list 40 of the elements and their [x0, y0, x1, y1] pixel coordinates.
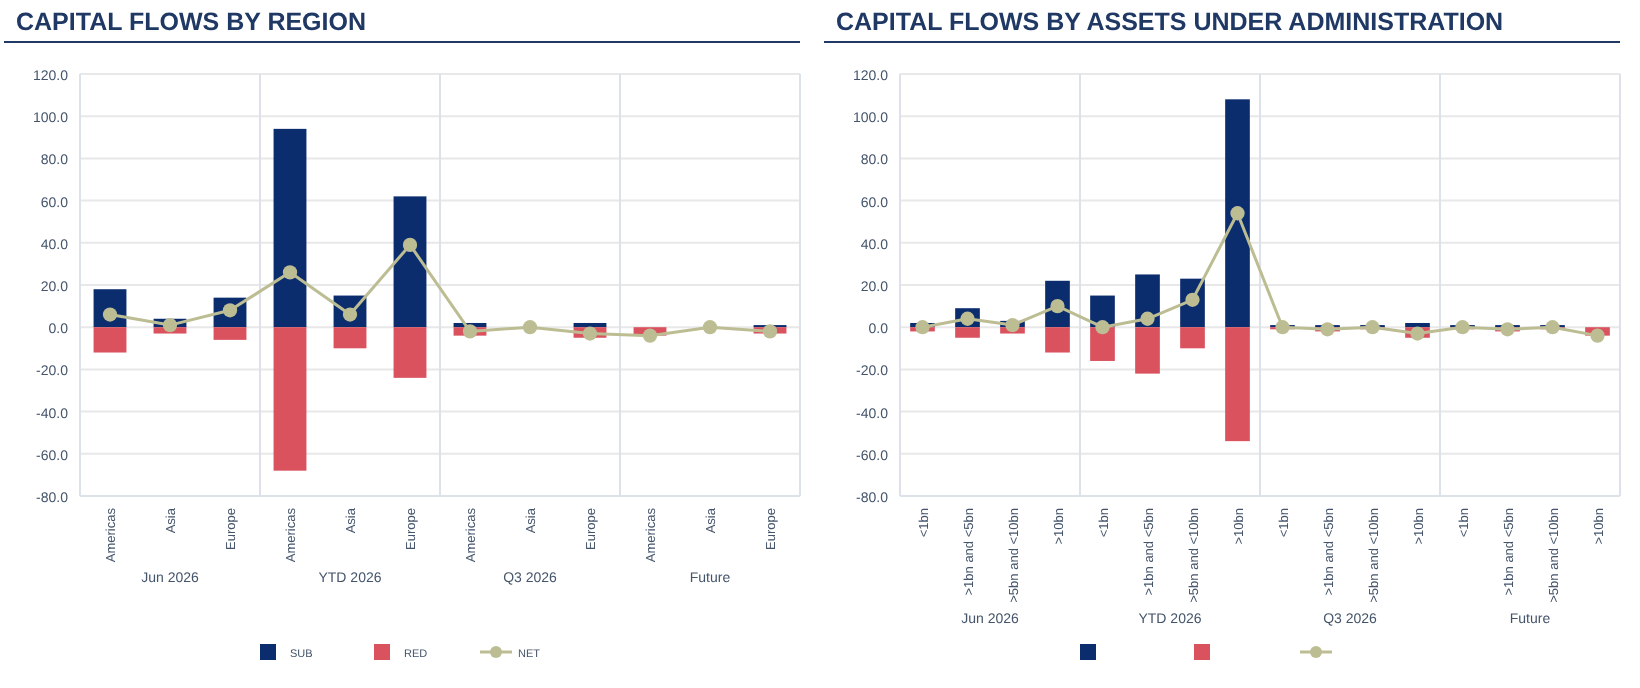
point — [402, 237, 418, 253]
point — [642, 328, 658, 343]
bar — [1180, 327, 1205, 349]
point — [1140, 311, 1155, 326]
point — [1320, 322, 1335, 337]
point — [1230, 206, 1245, 221]
bar — [273, 128, 307, 328]
bar — [213, 327, 247, 340]
point — [1545, 320, 1560, 335]
point — [915, 320, 930, 335]
bar — [333, 327, 367, 349]
bar — [393, 196, 427, 328]
point — [1365, 320, 1380, 335]
point — [282, 265, 298, 280]
bar — [573, 322, 607, 328]
bar — [1045, 327, 1070, 353]
bar — [1225, 99, 1250, 328]
point — [1275, 320, 1290, 335]
bar — [955, 327, 980, 338]
chart-title: CAPITAL FLOWS BY REGION — [16, 8, 367, 36]
bar — [393, 327, 427, 378]
chart-title: CAPITAL FLOWS BY ASSETS UNDER ADMINISTRATION — [836, 8, 1504, 36]
point — [162, 317, 178, 333]
point — [462, 324, 478, 339]
point — [1410, 326, 1425, 341]
point — [1095, 320, 1110, 335]
bar — [1405, 322, 1430, 328]
bar — [1225, 327, 1250, 442]
point — [1455, 320, 1470, 335]
point — [762, 324, 778, 339]
bar — [273, 327, 307, 471]
point — [582, 326, 598, 341]
point — [1500, 322, 1515, 337]
point — [702, 320, 718, 335]
point — [1005, 317, 1020, 333]
bar — [1135, 327, 1160, 374]
point — [1590, 328, 1605, 343]
point — [522, 320, 538, 335]
bar — [1090, 327, 1115, 361]
bar — [93, 327, 127, 353]
